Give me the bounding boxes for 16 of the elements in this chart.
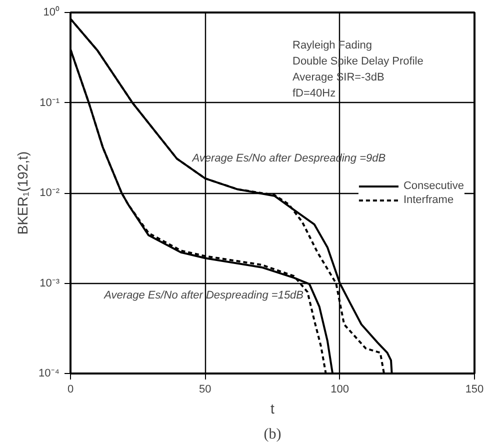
y-axis-title: BKER₁(192,t) [14,151,31,235]
text: (b) [264,426,282,442]
y-tick-label: 10⁻⁴ [38,368,60,380]
legend-label: Consecutive [403,178,464,192]
legend-label: Interframe [403,192,454,206]
y-tick-label: 10⁰ [43,6,60,18]
x-tick-label: 0 [67,384,74,396]
x-axis-title: t [270,400,275,416]
y-tick-label: 10⁻³ [40,277,60,290]
x-tick-label: 100 [330,384,350,396]
y-tick-label: 10⁻² [40,187,60,199]
x-tick-label: 50 [199,384,212,396]
annotation: fD=40Hz [292,88,336,100]
annotation: Average Es/No after Despreading =15dB [103,289,304,302]
x-tick-label: 150 [465,384,484,396]
y-tick-label: 10⁻¹ [40,96,60,109]
